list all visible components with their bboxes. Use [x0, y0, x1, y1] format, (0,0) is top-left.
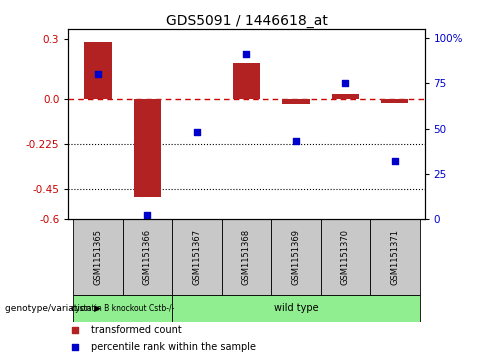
Bar [321, 219, 370, 295]
Point [193, 129, 201, 135]
Bar [172, 219, 222, 295]
Bar [381, 99, 408, 103]
Text: GSM1151365: GSM1151365 [94, 229, 102, 285]
Bar [233, 63, 260, 99]
Bar [73, 219, 123, 295]
Text: GSM1151366: GSM1151366 [143, 229, 152, 285]
Bar [332, 94, 359, 99]
Point [143, 212, 151, 218]
Bar [84, 42, 112, 99]
Text: genotype/variation ▶: genotype/variation ▶ [5, 304, 101, 313]
Point [243, 52, 250, 57]
Point [72, 344, 80, 350]
Title: GDS5091 / 1446618_at: GDS5091 / 1446618_at [165, 14, 327, 28]
Text: wild type: wild type [274, 303, 318, 313]
Bar [172, 295, 420, 322]
Text: GSM1151371: GSM1151371 [390, 229, 399, 285]
Text: GSM1151367: GSM1151367 [192, 229, 202, 285]
Bar [370, 219, 420, 295]
Text: transformed count: transformed count [91, 325, 182, 335]
Bar [123, 219, 172, 295]
Text: GSM1151368: GSM1151368 [242, 229, 251, 285]
Text: GSM1151369: GSM1151369 [291, 229, 301, 285]
Point [391, 158, 399, 164]
Point [342, 81, 349, 86]
Bar [271, 219, 321, 295]
Bar [73, 295, 172, 322]
Point [72, 327, 80, 333]
Text: cystatin B knockout Cstb-/-: cystatin B knockout Cstb-/- [71, 304, 174, 313]
Point [94, 72, 102, 77]
Bar [283, 99, 309, 104]
Text: GSM1151370: GSM1151370 [341, 229, 350, 285]
Bar [222, 219, 271, 295]
Bar [134, 99, 161, 197]
Point [292, 138, 300, 144]
Text: percentile rank within the sample: percentile rank within the sample [91, 342, 257, 352]
